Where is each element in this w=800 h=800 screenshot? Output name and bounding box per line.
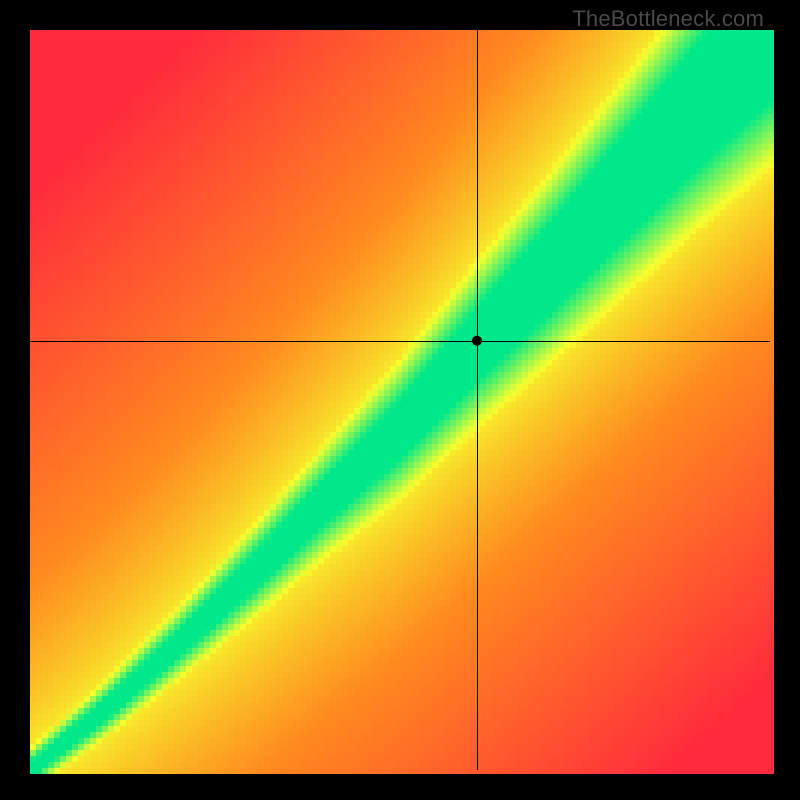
watermark-text: TheBottleneck.com <box>572 6 764 32</box>
chart-container: TheBottleneck.com <box>0 0 800 800</box>
heatmap-canvas <box>0 0 800 800</box>
